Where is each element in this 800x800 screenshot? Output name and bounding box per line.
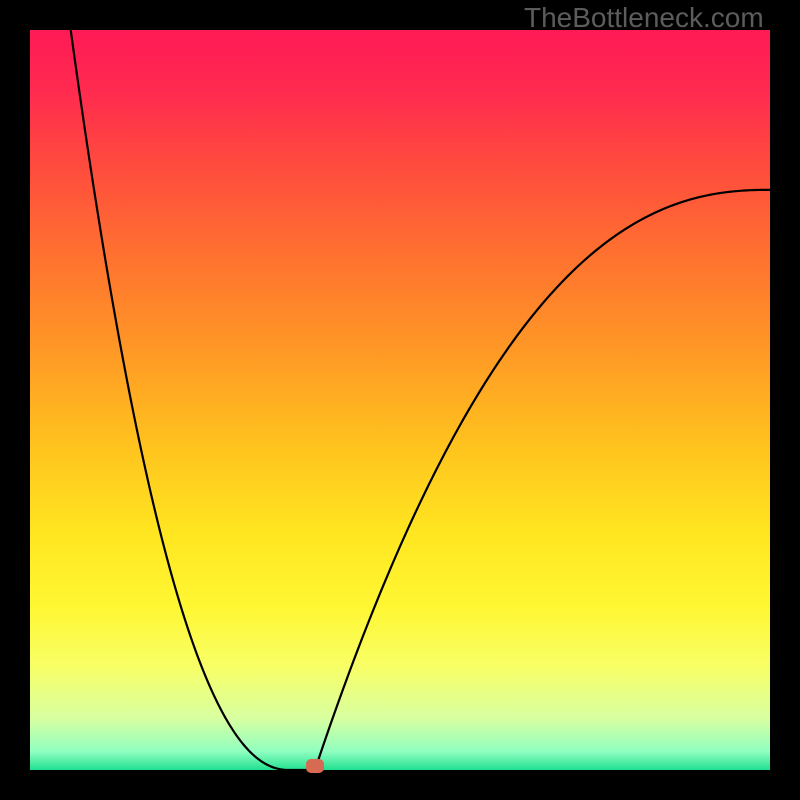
watermark-label: TheBottleneck.com bbox=[524, 2, 764, 34]
heatmap-gradient-background bbox=[30, 30, 770, 770]
optimal-point-marker bbox=[306, 759, 324, 773]
chart-container: TheBottleneck.com bbox=[0, 0, 800, 800]
plot-area bbox=[30, 30, 770, 770]
